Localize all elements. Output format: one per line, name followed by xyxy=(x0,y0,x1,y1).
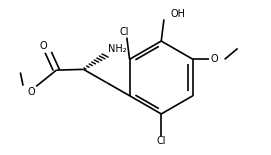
Text: O: O xyxy=(27,87,35,97)
Text: NH₂: NH₂ xyxy=(108,44,127,54)
Text: O: O xyxy=(39,41,47,51)
Text: O: O xyxy=(211,54,218,64)
Text: Cl: Cl xyxy=(120,27,129,37)
Text: OH: OH xyxy=(171,9,186,19)
Text: Cl: Cl xyxy=(156,136,166,146)
